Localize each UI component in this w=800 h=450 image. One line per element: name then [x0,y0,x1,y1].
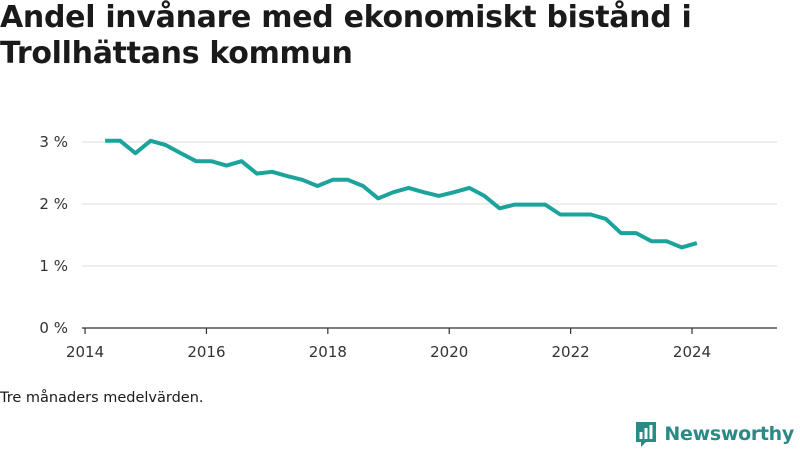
y-tick-label: 3 % [39,133,68,151]
x-tick-label: 2014 [66,343,104,361]
grid-lines [82,141,777,267]
x-tick-label: 2020 [430,343,468,361]
line-chart: 0 % 1 % 2 % 3 % 2014 2016 2018 2020 2022 2024 [39,133,777,361]
newsworthy-logo[interactable]: Newsworthy [634,418,794,450]
series-line [105,138,698,250]
x-tick-label: 2018 [309,343,347,361]
y-axis-tick-labels: 0 % 1 % 2 % 3 % [39,133,68,337]
x-axis: 2014 2016 2018 2020 2022 2024 [66,327,777,361]
x-tick-label: 2024 [673,343,711,361]
bar-chart-logo-icon [636,422,657,447]
y-tick-label: 2 % [39,195,68,213]
x-tick-label: 2022 [552,343,590,361]
y-tick-label: 0 % [39,319,68,337]
brand-name: Newsworthy [664,423,794,445]
chart-note: Tre månaders medelvärden. [0,390,204,406]
y-tick-label: 1 % [39,257,68,275]
x-tick-label: 2016 [187,343,225,361]
chart-title: Andel invånare med ekonomiskt bistånd i … [0,0,692,71]
series-layer [105,138,698,250]
